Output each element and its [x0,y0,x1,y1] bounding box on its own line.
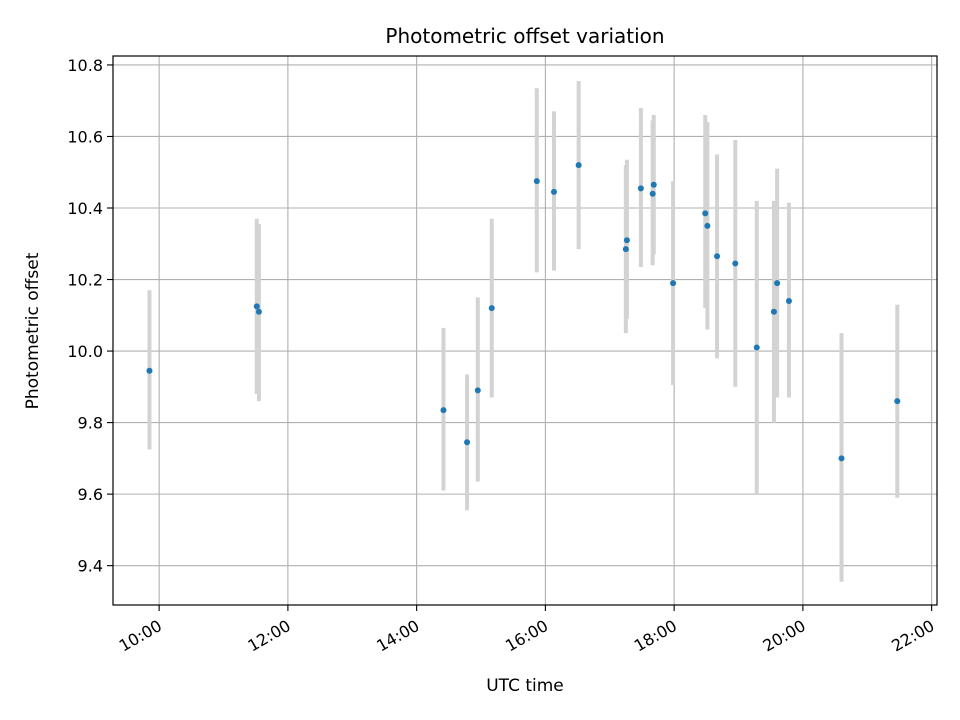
data-point [488,305,495,312]
data-point [702,210,709,217]
plot-frame [112,55,938,606]
data-point [146,367,153,374]
data-point [575,162,582,169]
data-points [146,162,901,462]
y-tick-label: 9.4 [78,557,103,576]
y-tick-label: 10.2 [67,271,103,290]
data-point [770,308,777,315]
data-point [732,260,739,267]
data-point [464,439,471,446]
y-tick-label: 10.6 [67,127,103,146]
y-tick-label: 9.8 [78,414,103,433]
data-point [474,387,481,394]
y-tick-label: 10.0 [67,342,103,361]
y-tick-label: 9.6 [78,485,103,504]
x-axis-label: UTC time [486,676,564,696]
y-tick-label: 10.8 [67,56,103,75]
y-axis-ticks: 9.4 9.6 9.8 10.0 10.2 10.4 10.6 10.8 [67,56,113,576]
y-axis-label: Photometric offset [23,252,43,409]
data-point [550,188,557,195]
data-point [704,222,711,229]
data-point [623,237,630,244]
data-point [649,190,656,197]
data-point [670,280,677,287]
chart-title: Photometric offset variation [385,24,664,48]
data-point [440,407,447,414]
data-point [650,181,657,188]
y-tick-label: 10.4 [67,199,103,218]
data-point [255,308,262,315]
data-point [894,398,901,405]
data-point [714,253,721,260]
data-point [774,280,781,287]
data-point [533,178,540,185]
data-point [637,185,644,192]
data-point [785,297,792,304]
data-point [622,246,629,253]
data-point [253,303,260,310]
data-point [753,344,760,351]
data-point [838,455,845,462]
